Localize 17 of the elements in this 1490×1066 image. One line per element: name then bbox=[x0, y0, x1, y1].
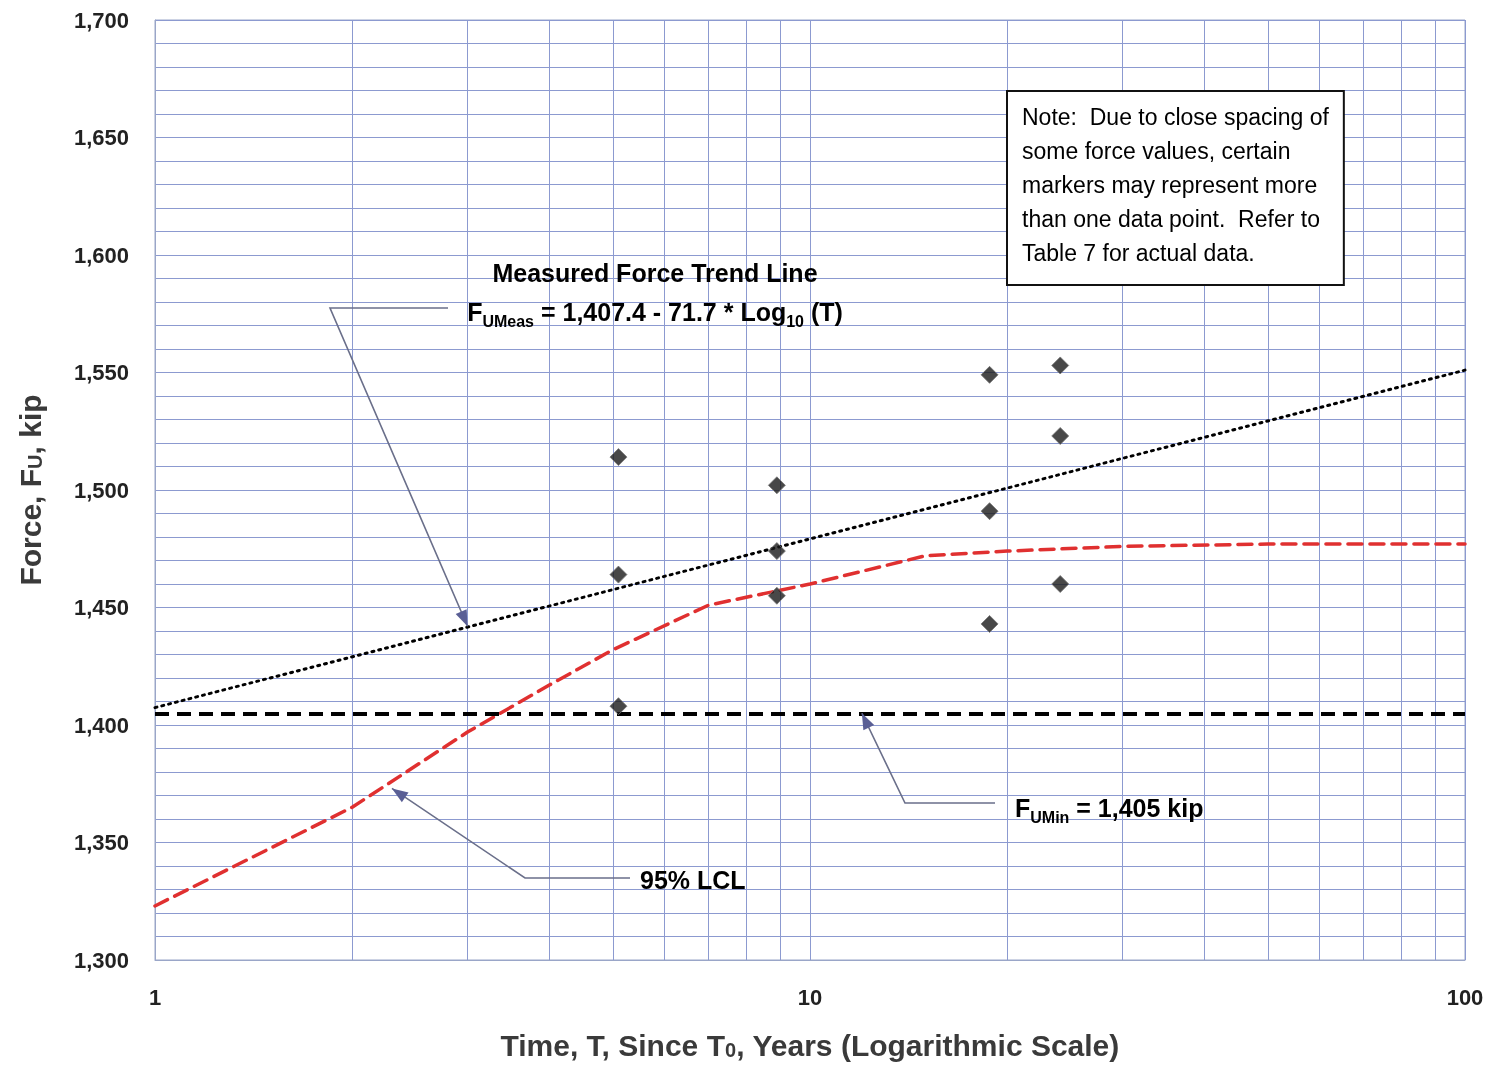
y-tick-label: 1,600 bbox=[73, 242, 129, 268]
x-tick-label: 100 bbox=[1446, 984, 1484, 1010]
y-tick-label: 1,550 bbox=[73, 360, 129, 385]
y-tick-label: 1,700 bbox=[73, 7, 129, 33]
x-tick-label: 1 bbox=[148, 984, 162, 1010]
annotation: Note: Due to close spacing of some force values, certain markers may represent more than one data point. Refer to Table 7 for actual data. bbox=[1022, 104, 1330, 266]
y-tick-label: 1,450 bbox=[73, 595, 129, 620]
y-tick-label: 1,650 bbox=[73, 125, 129, 150]
y-tick-label: 1,400 bbox=[73, 712, 129, 738]
y-tick-label: 1,300 bbox=[73, 947, 129, 973]
y-tick-label: 1,500 bbox=[73, 477, 129, 503]
annotation: Measured Force Trend Line bbox=[492, 259, 818, 287]
x-axis-title: Time, T, Since T0, Years (Logarithmic Scale) bbox=[500, 1028, 1120, 1062]
y-tick-label: 1,350 bbox=[73, 830, 129, 855]
annotation: 95% LCL bbox=[640, 866, 746, 894]
y-axis-title: Force, FU, kip bbox=[13, 394, 47, 586]
x-tick-label: 10 bbox=[797, 984, 823, 1010]
